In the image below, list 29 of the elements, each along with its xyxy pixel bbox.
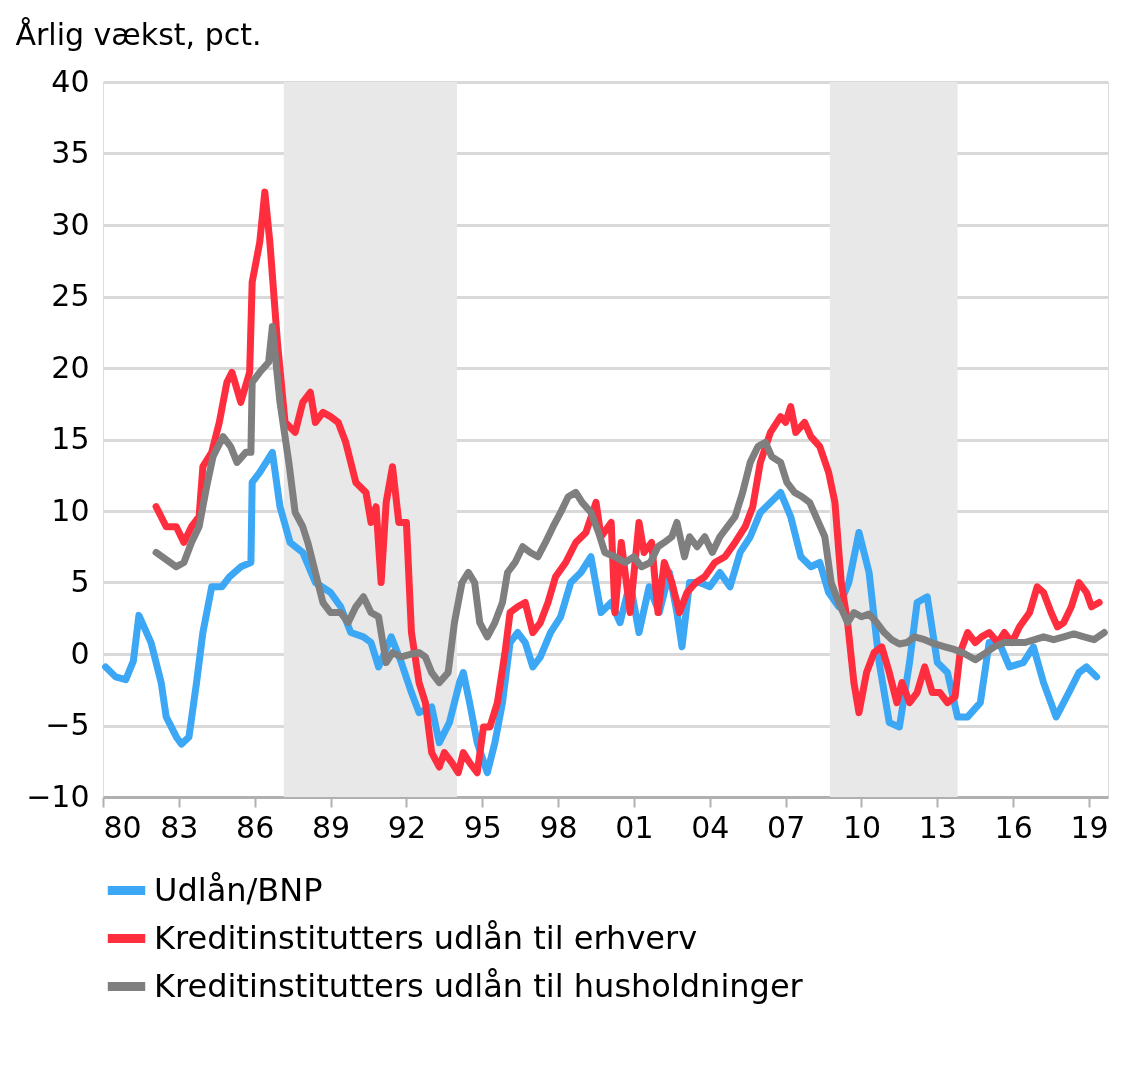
legend-label: Kreditinstitutters udlån til husholdninger bbox=[154, 966, 804, 1005]
y-tick-label: 30 bbox=[51, 206, 90, 242]
y-tick-label: 40 bbox=[51, 63, 90, 99]
y-tick-label: 0 bbox=[70, 635, 90, 671]
y-tick-label: 5 bbox=[70, 564, 90, 599]
y-tick-label: 10 bbox=[51, 492, 90, 528]
x-tick-label: 92 bbox=[387, 809, 426, 845]
x-tick-label: 01 bbox=[615, 809, 654, 845]
y-tick-label: 20 bbox=[51, 349, 90, 385]
legend-label: Kreditinstitutters udlån til erhverv bbox=[154, 918, 698, 957]
x-tick-label: 86 bbox=[236, 809, 275, 845]
x-tick-label: 10 bbox=[842, 809, 882, 845]
x-tick-label: 16 bbox=[994, 809, 1033, 845]
x-tick-label: 13 bbox=[918, 809, 957, 845]
y-tick-label: 35 bbox=[51, 135, 90, 170]
x-tick-label: 19 bbox=[1070, 809, 1109, 845]
y-tick-label: 25 bbox=[51, 278, 90, 313]
x-tick-label: 04 bbox=[691, 809, 730, 845]
y-tick-label: −10 bbox=[26, 778, 90, 814]
x-tick-label: 80 bbox=[103, 809, 142, 845]
y-tick-label: 15 bbox=[51, 421, 90, 456]
x-tick-label: 95 bbox=[463, 809, 502, 845]
x-tick-label: 89 bbox=[311, 809, 351, 845]
x-tick-label: 83 bbox=[160, 809, 199, 845]
y-axis-title: Årlig vækst, pct. bbox=[15, 16, 262, 52]
y-tick-label: −5 bbox=[45, 707, 90, 742]
x-tick-label: 98 bbox=[539, 809, 578, 845]
x-tick-label: 07 bbox=[767, 809, 806, 845]
legend-label: Udlån/BNP bbox=[154, 870, 323, 909]
